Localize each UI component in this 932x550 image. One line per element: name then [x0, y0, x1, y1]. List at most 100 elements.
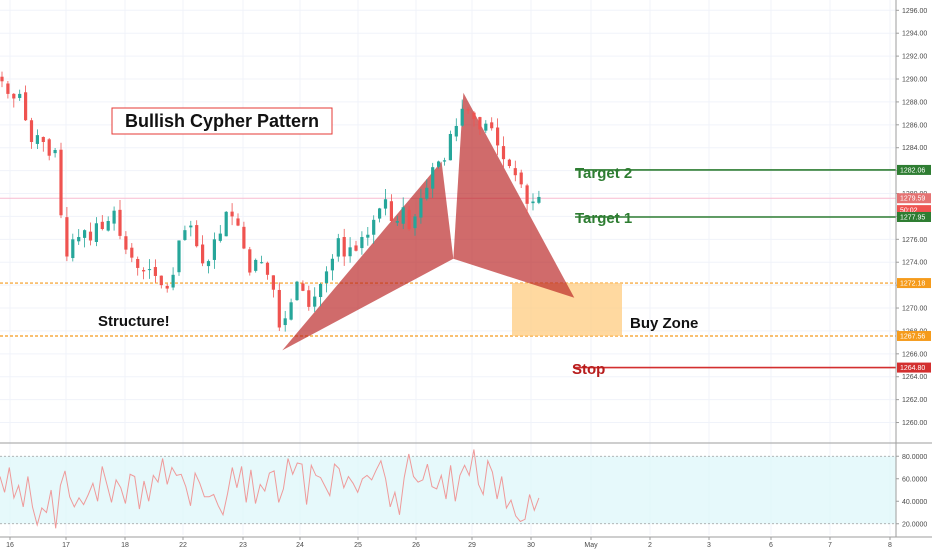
candle-body	[35, 135, 39, 144]
price-tick-label: 1276.00	[902, 237, 927, 244]
candle-body	[319, 283, 323, 298]
target-stop-levels	[575, 169, 896, 369]
price-tag-bg	[897, 278, 931, 289]
candle-body	[360, 237, 364, 249]
candle-body	[454, 125, 458, 137]
price-tag-label: 1277.95	[900, 214, 925, 221]
buy-zone-label: Buy Zone	[630, 315, 698, 332]
candle-body	[324, 271, 329, 284]
candle-body	[147, 269, 152, 271]
candle-body	[177, 240, 181, 273]
oscillator-tick-label: 40.0000	[902, 499, 927, 506]
price-tick-label: 1288.00	[902, 99, 927, 106]
candle-body	[59, 149, 63, 216]
candle-body	[478, 117, 482, 130]
time-tick-label: 25	[354, 542, 362, 549]
price-tick-label: 1294.00	[902, 31, 927, 38]
candle-body	[88, 231, 93, 241]
candle-body	[537, 196, 541, 203]
candle-body	[448, 133, 452, 161]
title-box: Bullish Cypher Pattern	[111, 107, 333, 135]
candle-body	[330, 258, 334, 271]
time-tick-label: 23	[239, 542, 247, 549]
candle-body	[466, 109, 470, 111]
candle-body	[472, 112, 476, 120]
oscillator-tick-label: 20.0000	[902, 521, 927, 528]
price-tick-label: 1264.00	[902, 374, 927, 381]
time-tick-label: 16	[6, 542, 14, 549]
time-tick-label: May	[584, 542, 598, 549]
time-tick-label: 6	[769, 542, 773, 549]
price-tag-label: 50:02	[900, 208, 918, 215]
candle-body	[431, 167, 435, 189]
candle-body	[354, 245, 358, 251]
candle-body	[100, 221, 104, 230]
candle-body	[18, 93, 22, 98]
candle-body	[283, 318, 287, 326]
candle-body	[460, 108, 464, 126]
price-tag-label: 1267.56	[900, 333, 925, 340]
price-tick-label: 1292.00	[902, 54, 927, 61]
cypher-pattern	[282, 92, 575, 351]
axes	[0, 0, 932, 538]
candle-body	[336, 238, 340, 257]
candle-body	[159, 275, 163, 286]
candle-body	[501, 146, 506, 160]
candle-body	[183, 230, 187, 240]
candle-body	[366, 234, 370, 238]
candle-body	[496, 127, 500, 146]
candle-body	[383, 199, 388, 209]
time-tick-label: 22	[179, 542, 187, 549]
candle-body	[437, 161, 441, 167]
candle-body	[12, 93, 16, 99]
candle-body	[165, 285, 169, 289]
target-1-label: Target 1	[575, 210, 632, 227]
candle-body	[112, 210, 116, 224]
price-tick-label: 1296.00	[902, 8, 927, 15]
candle-body	[342, 237, 346, 257]
candle-body	[419, 198, 423, 218]
candle-body	[531, 201, 535, 204]
target-2-label: Target 2	[575, 165, 632, 182]
candle-body	[236, 218, 240, 226]
candle-body	[307, 290, 311, 307]
oscillator-tick-label: 60.0000	[902, 476, 927, 483]
candle-body	[348, 247, 352, 257]
candle-body	[295, 281, 299, 301]
price-tick-label: 1270.00	[902, 306, 927, 313]
structure-levels	[0, 197, 896, 337]
candle-body	[212, 239, 216, 260]
candle-body	[313, 296, 317, 307]
time-tick-label: 2	[648, 542, 652, 549]
candle-body	[6, 83, 10, 94]
candle-body	[71, 239, 75, 259]
candle-body	[142, 270, 146, 272]
candle-body	[65, 217, 69, 257]
price-grid	[0, 0, 896, 535]
candle-body	[513, 168, 517, 176]
candle-body	[189, 225, 193, 228]
time-tick-label: 30	[527, 542, 535, 549]
candle-body	[0, 76, 4, 82]
price-tag-label: 1264.80	[900, 365, 925, 372]
candle-body	[395, 221, 399, 223]
candle-body	[407, 209, 411, 230]
oscillator-tick-label: 80.0000	[902, 454, 927, 461]
candle-body	[24, 92, 28, 121]
oscillator-axis-ticks: 80.0000 60.0000 40.0000 20.0000	[896, 454, 927, 528]
time-tick-label: 26	[412, 542, 420, 549]
candle-body	[218, 233, 222, 241]
candle-body	[153, 267, 157, 276]
candle-body	[230, 211, 234, 217]
price-tick-label: 1274.00	[902, 260, 927, 267]
candle-body	[248, 249, 252, 273]
candle-body	[401, 207, 405, 224]
candle-body	[260, 262, 264, 264]
candle-body	[77, 237, 81, 242]
candle-body	[378, 208, 382, 219]
price-tag-label: 1279.59	[900, 196, 925, 203]
candle-body	[124, 236, 128, 250]
time-tick-label: 8	[888, 542, 892, 549]
